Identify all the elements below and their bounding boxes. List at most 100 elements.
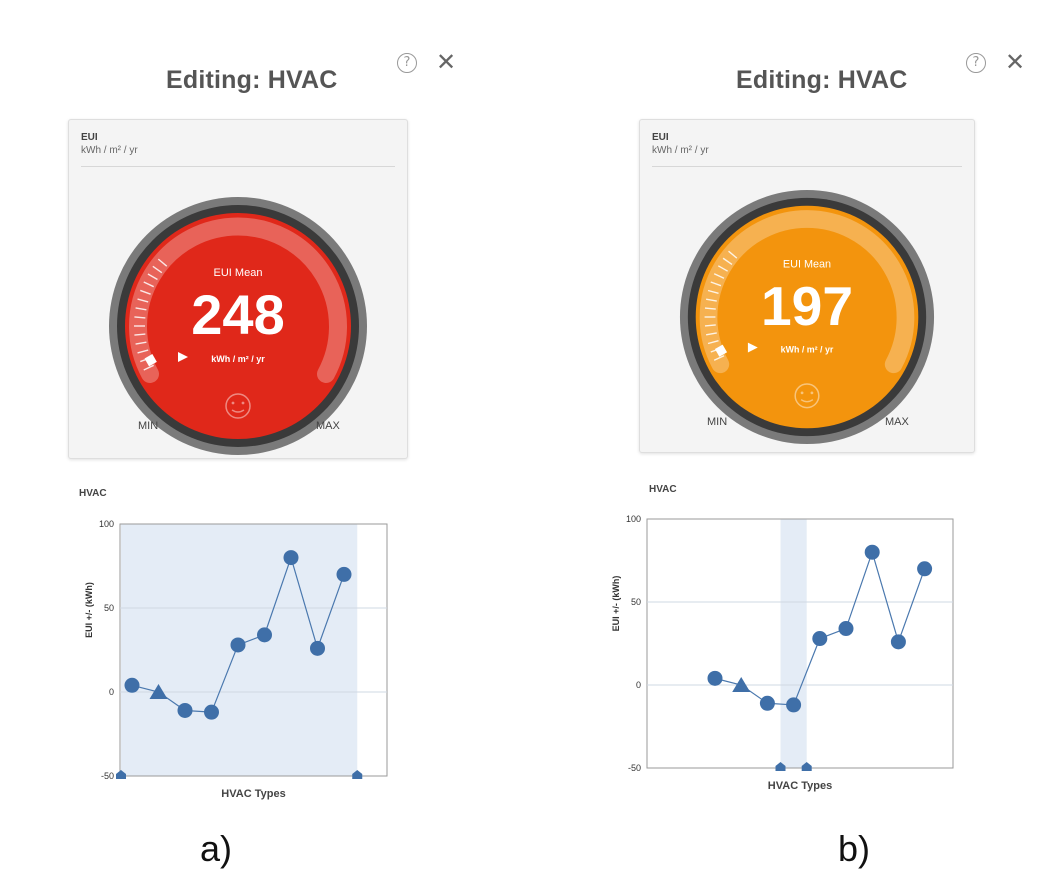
selection-handle-right[interactable]	[801, 762, 812, 771]
editing-title: Editing: HVAC	[166, 66, 338, 94]
metric-unit: kWh / m² / yr	[81, 145, 138, 156]
data-point[interactable]	[707, 670, 723, 686]
panel-b: Editing: HVAC ? ✕ EUI kWh / m² / yr EUI …	[520, 0, 1040, 877]
gauge-tick	[134, 316, 146, 319]
data-point[interactable]	[864, 544, 880, 560]
gauge-tick	[157, 258, 168, 267]
gauge-tick	[717, 265, 729, 272]
min-label: MIN	[707, 416, 728, 428]
gauge-tick	[135, 341, 147, 345]
plot-frame	[119, 523, 388, 777]
gauge-tick	[707, 289, 719, 294]
gauge-label: EUI Mean	[214, 267, 263, 279]
gauge-tick	[707, 340, 719, 345]
gauge-tick	[722, 257, 733, 266]
close-icon[interactable]: ✕	[1005, 48, 1026, 76]
y-tick-label: 0	[109, 687, 114, 697]
gauge-tick	[713, 355, 725, 361]
gauge-tick	[728, 250, 738, 259]
gauge-tick	[706, 332, 717, 336]
gauge-value-unit: kWh / m² / yr	[211, 354, 265, 364]
y-axis-label: EUI +/- (kWh)	[84, 582, 94, 638]
y-tick-label: 100	[99, 519, 114, 529]
gauge-tick	[704, 307, 716, 310]
data-point-triangle[interactable]	[149, 684, 168, 699]
data-point[interactable]	[336, 566, 352, 582]
gauge-marker-icon	[714, 344, 728, 357]
plot-frame	[646, 518, 954, 769]
caption: b)	[838, 828, 871, 869]
gauge-tick	[135, 307, 147, 311]
gauge-label: EUI Mean	[783, 259, 831, 271]
metric-name: EUI	[81, 132, 98, 143]
data-point[interactable]	[890, 634, 906, 650]
chart-title: HVAC	[79, 488, 107, 499]
help-icon[interactable]: ?	[397, 53, 417, 73]
gauge-tick	[137, 349, 149, 354]
panel-a: Editing: HVAC ? ✕ EUI kWh / m² / yr EUI …	[68, 48, 457, 869]
eui-gauge: EUI Mean 248 kWh / m² / yr	[109, 197, 367, 455]
gauge-tick	[706, 298, 717, 302]
data-point[interactable]	[759, 695, 775, 711]
series-line	[714, 550, 926, 706]
caption: a)	[200, 828, 233, 869]
data-point[interactable]	[786, 697, 802, 713]
hvac-chart: 100 50 0 -50 EUI +/- (kWh) HVAC Types	[84, 519, 388, 800]
metric-name: EUI	[652, 132, 669, 143]
y-tick-label: -50	[101, 771, 114, 781]
eui-gauge-card: EUI kWh / m² / yr EUI Mean 248 kWh / m² …	[68, 119, 408, 459]
data-point[interactable]	[917, 561, 933, 577]
data-point[interactable]	[204, 704, 219, 720]
gauge-tick	[713, 273, 725, 279]
data-point[interactable]	[230, 637, 246, 653]
gauge-tick	[134, 333, 146, 336]
gauge-tick	[143, 281, 155, 288]
gauge-tick	[140, 289, 151, 295]
selection-handle-right[interactable]	[352, 770, 363, 779]
data-point[interactable]	[310, 640, 325, 656]
y-tick-label: 50	[631, 597, 641, 607]
data-point[interactable]	[177, 702, 193, 718]
x-axis-label: HVAC Types	[221, 788, 285, 800]
eui-gauge-card: EUI kWh / m² / yr EUI Mean 197 kWh / m² …	[639, 119, 975, 453]
gauge-pointer-icon	[178, 352, 188, 362]
data-point[interactable]	[124, 677, 140, 693]
selection-band[interactable]	[780, 519, 807, 768]
gauge-tick	[704, 324, 716, 327]
gauge-track	[129, 217, 347, 383]
chart-title: HVAC	[649, 484, 677, 495]
data-point-triangle[interactable]	[732, 677, 751, 692]
gauge-tick	[710, 281, 722, 287]
divider	[81, 166, 395, 167]
data-point[interactable]	[812, 631, 828, 647]
gauge-tick	[137, 298, 149, 303]
selection-handle-left[interactable]	[116, 770, 126, 779]
y-tick-label: 50	[104, 603, 114, 613]
max-label: MAX	[316, 420, 340, 432]
face-icon	[225, 393, 251, 419]
face-icon	[794, 383, 820, 409]
data-point[interactable]	[283, 550, 299, 566]
gauge-pointer-icon	[747, 342, 758, 353]
close-icon[interactable]: ✕	[436, 48, 457, 76]
gauge-value: 197	[761, 275, 853, 337]
gauge-ticks	[134, 258, 168, 371]
selection-handle-left[interactable]	[775, 762, 786, 771]
y-tick-label: 100	[626, 514, 641, 524]
help-icon[interactable]: ?	[966, 53, 986, 73]
metric-unit: kWh / m² / yr	[652, 145, 709, 156]
x-axis-label: HVAC Types	[768, 780, 832, 792]
divider	[652, 166, 962, 167]
gauge-tick	[147, 273, 158, 281]
hvac-chart: 100 50 0 -50 EUI +/- (kWh) HVAC Types	[611, 514, 954, 792]
data-point[interactable]	[257, 627, 272, 643]
y-tick-label: 0	[636, 680, 641, 690]
gauge-track	[699, 210, 915, 374]
data-point[interactable]	[838, 621, 854, 637]
gauge-value-unit: kWh / m² / yr	[781, 344, 834, 354]
gauge-marker-icon	[144, 354, 157, 367]
gauge-value: 248	[191, 283, 284, 346]
editing-title: Editing: HVAC	[736, 66, 908, 94]
y-axis-label: EUI +/- (kWh)	[611, 576, 621, 632]
y-tick-label: -50	[628, 763, 641, 773]
